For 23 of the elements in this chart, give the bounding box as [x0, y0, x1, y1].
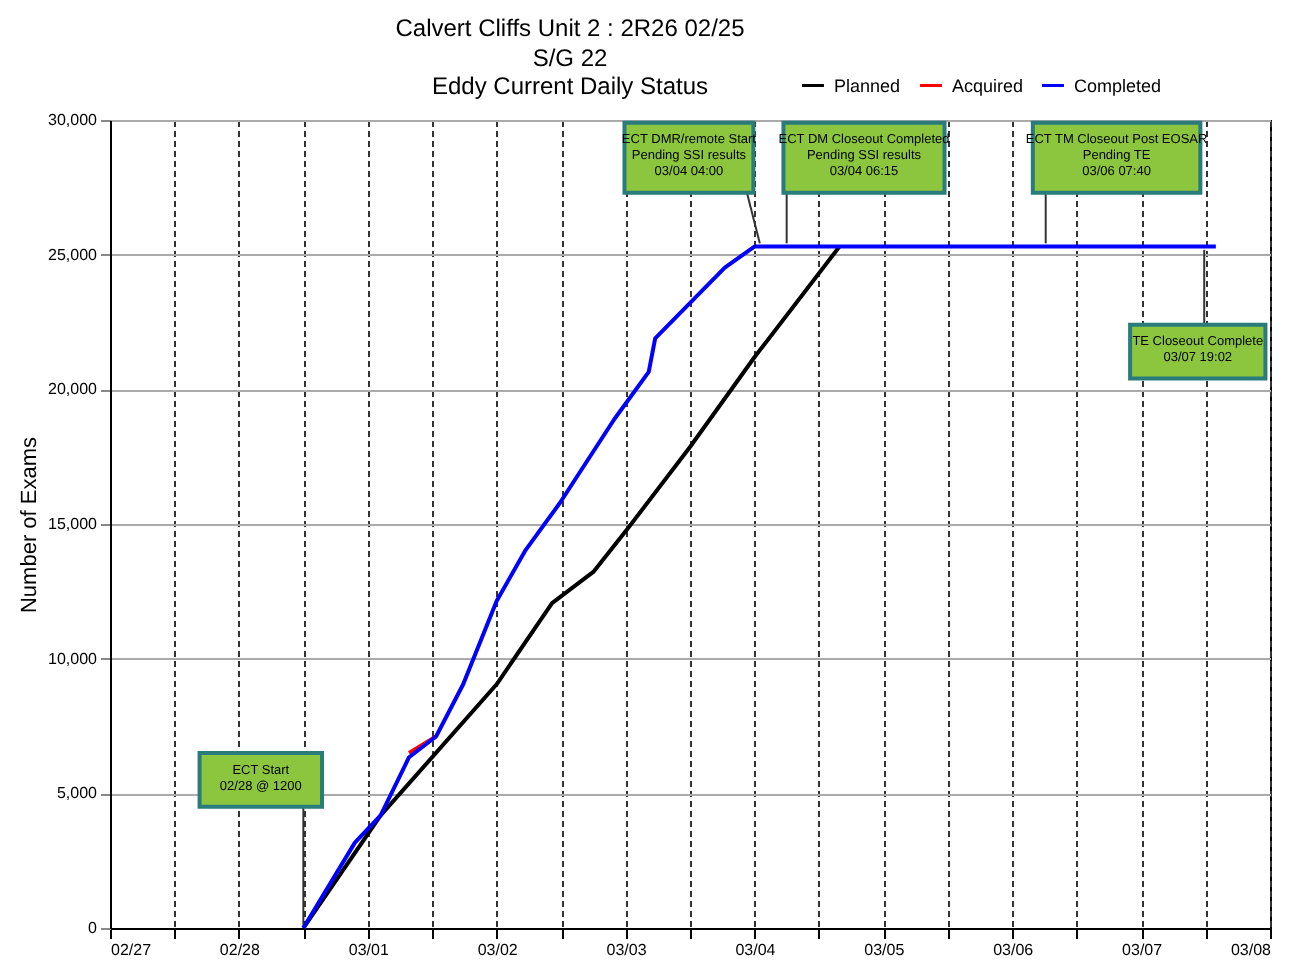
y-tick-label: 15,000 [48, 515, 99, 533]
x-tick-label: 02/27 [111, 941, 153, 959]
legend-label: Acquired [952, 75, 1024, 96]
chart-title: Calvert Cliffs Unit 2 : 2R26 02/25 [395, 14, 746, 42]
y-tick-label: 20,000 [48, 380, 99, 399]
x-tick-label: 03/03 [606, 941, 648, 959]
x-tick-label: 03/05 [864, 941, 906, 959]
y-tick-label: 10,000 [48, 649, 99, 668]
legend-label: Completed [1074, 75, 1162, 96]
x-tick-label: 03/07 [1122, 941, 1164, 959]
y-axis-title: Number of Exams [18, 435, 43, 614]
x-tick-label: 03/04 [735, 941, 777, 959]
x-tick-label: 03/02 [477, 941, 519, 959]
x-tick-label: 03/06 [993, 941, 1035, 959]
legend-label: Planned [834, 75, 901, 96]
chart-subtitle: S/G 22 Eddy Current Daily Status [431, 44, 709, 100]
y-tick-label: 25,000 [48, 245, 99, 264]
x-tick-label: 03/08 [1230, 941, 1273, 959]
y-tick-label: 30,000 [48, 111, 99, 129]
y-tick-label: 5,000 [56, 784, 99, 803]
x-tick-label: 02/28 [219, 941, 261, 959]
x-tick-label: 03/01 [348, 941, 390, 959]
y-tick-label: 0 [88, 919, 99, 937]
